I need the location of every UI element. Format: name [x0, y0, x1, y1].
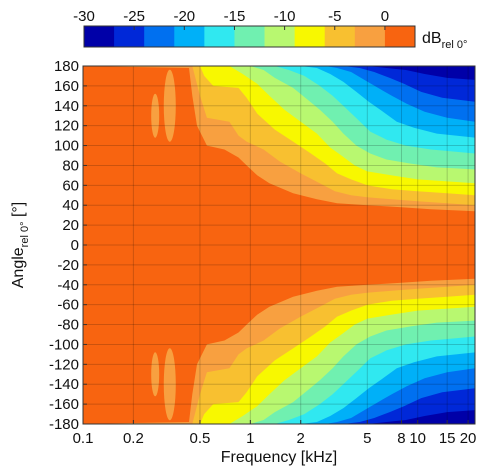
- colorbar-swatch-10: [384, 26, 416, 47]
- side-lobe-2: [151, 352, 160, 397]
- x-tick-label: 10: [409, 430, 426, 447]
- contour-region-upper-9: [367, 66, 475, 80]
- x-tick-label: 15: [439, 430, 456, 447]
- y-tick-label: 180: [54, 58, 79, 75]
- x-tick-label: 8: [397, 430, 405, 447]
- colorbar: -30 -25 -20 -15 -10 -5 0 dBrel 0°: [73, 8, 467, 51]
- colorbar-frame: [83, 25, 416, 48]
- colorbar-label-sub: rel 0°: [442, 39, 468, 51]
- x-axis-label: Frequency [kHz]: [221, 449, 337, 466]
- heatmap-area: [83, 66, 475, 424]
- colorbar-swatch-3: [174, 26, 205, 47]
- y-tick-label: 40: [62, 197, 79, 214]
- y-axis-label-unit: [°]: [10, 202, 27, 222]
- y-axis-label: Anglerel 0° [°]: [10, 202, 31, 288]
- y-axis-ticks: -180 -160 -140 -120 -100 -80 -60 -40 -20 0 20 40 60 8…: [49, 58, 87, 433]
- colorbar-swatch-4: [204, 26, 235, 47]
- x-tick-label: 20: [460, 430, 477, 447]
- x-tick-label: 0.5: [190, 430, 211, 447]
- colorbar-swatch-9: [354, 26, 386, 47]
- y-tick-label: 100: [54, 138, 79, 155]
- y-tick-label: 140: [54, 98, 79, 115]
- colorbar-swatch-6: [264, 26, 296, 47]
- y-tick-label: -180: [49, 416, 79, 433]
- colorbar-tick-label: -15: [224, 8, 246, 25]
- colorbar-tick-label: -10: [274, 8, 296, 25]
- contour-region-lower-9: [367, 410, 475, 424]
- y-tick-label: 0: [71, 237, 79, 254]
- colorbar-tick-label: 0: [381, 8, 389, 25]
- side-lobe-3: [163, 348, 176, 421]
- colorbar-label: dBrel 0°: [422, 30, 467, 51]
- x-axis-ticks: 0.1 0.2 0.5 1 2 5 8 10 15 20: [73, 420, 477, 447]
- y-axis-label-main: Angle: [10, 247, 27, 288]
- colorbar-ticks: -30 -25 -20 -15 -10 -5 0: [73, 8, 389, 30]
- colorbar-tick-label: -30: [73, 8, 95, 25]
- y-axis-label-sub: rel 0°: [19, 222, 31, 248]
- y-tick-label: 60: [62, 177, 79, 194]
- side-lobe-1: [163, 69, 176, 142]
- colorbar-swatch-7: [294, 26, 326, 47]
- colorbar-tick-label: -20: [173, 8, 195, 25]
- colorbar-tick-label: -25: [123, 8, 145, 25]
- y-tick-label: -120: [49, 356, 79, 373]
- x-tick-label: 1: [246, 430, 254, 447]
- side-lobe-0: [151, 93, 160, 138]
- colorbar-swatches: [83, 25, 416, 48]
- colorbar-swatch-8: [324, 26, 356, 47]
- x-tick-label: 0.2: [123, 430, 144, 447]
- y-tick-label: -20: [57, 257, 79, 274]
- y-tick-label: 20: [62, 217, 79, 234]
- x-tick-label: 5: [363, 430, 371, 447]
- y-tick-label: 160: [54, 78, 79, 95]
- y-tick-label: -80: [57, 317, 79, 334]
- y-tick-label: 80: [62, 157, 79, 174]
- colorbar-swatch-0: [84, 26, 115, 47]
- colorbar-swatch-5: [234, 26, 265, 47]
- y-tick-label: -100: [49, 336, 79, 353]
- grid-lines: [83, 66, 475, 424]
- y-tick-label: -160: [49, 396, 79, 413]
- colorbar-tick-label: -5: [328, 8, 341, 25]
- x-tick-label: 0.1: [73, 430, 94, 447]
- colorbar-label-main: dB: [422, 30, 442, 47]
- y-tick-label: -40: [57, 277, 79, 294]
- y-tick-label: -140: [49, 376, 79, 393]
- y-tick-label: -60: [57, 297, 79, 314]
- colorbar-swatch-1: [114, 26, 145, 47]
- y-tick-label: 120: [54, 118, 79, 135]
- x-tick-label: 2: [297, 430, 305, 447]
- colorbar-swatch-2: [144, 26, 175, 47]
